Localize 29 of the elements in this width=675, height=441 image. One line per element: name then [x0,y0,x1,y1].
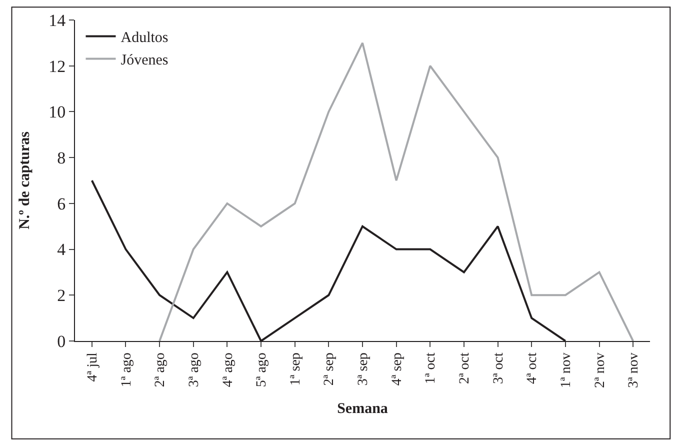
legend-label: Jóvenes [120,52,168,69]
x-tick-label: 1ª sep [288,352,304,386]
x-tick-label: 3ª oct [491,352,506,384]
x-tick-label: 1ª oct [424,352,439,384]
y-tick-label: 2 [57,286,66,306]
y-tick-label: 6 [57,194,66,214]
x-tick-label: 3ª nov [626,352,642,388]
x-tick-label: 5ª ago [254,352,270,388]
x-tick-label: 2ª nov [592,352,608,388]
x-tick-label: 1ª nov [558,352,574,388]
x-tick-label: 2ª ago [153,352,168,388]
legend-label: Adultos [120,30,168,46]
x-axis-title: Semana [337,400,388,417]
x-tick-label: 3ª sep [356,352,372,386]
x-tick-label: 2ª oct [458,352,473,384]
x-tick-label: 1ª ago [119,352,134,388]
x-tick-label: 4ª oct [525,352,540,384]
x-tick-label: 4ª jul [85,352,100,382]
x-tick-label: 3ª ago [186,352,202,388]
y-tick-label: 8 [57,148,66,168]
x-tick-label: 4ª sep [390,352,405,386]
y-tick-label: 14 [48,10,66,30]
y-tick-label: 0 [57,332,66,351]
y-tick-label: 12 [48,56,66,76]
y-axis-title: N.º de capturas [16,131,33,230]
x-tick-label: 4ª ago [220,352,236,388]
y-tick-label: 10 [48,102,66,122]
y-tick-label: 4 [57,240,66,260]
x-tick-label: 2ª sep [322,352,338,386]
